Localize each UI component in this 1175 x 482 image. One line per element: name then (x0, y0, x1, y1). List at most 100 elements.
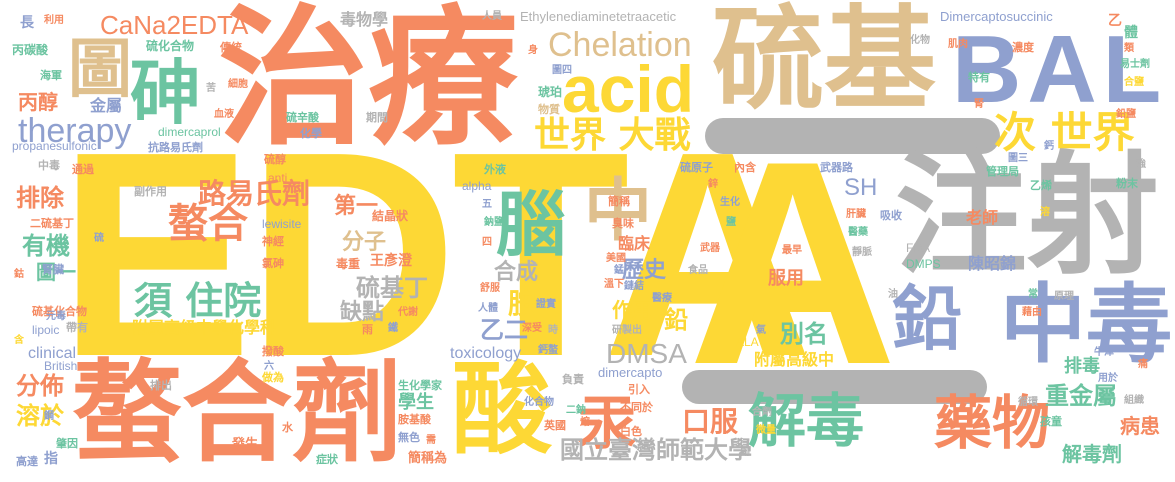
word-small-54: 肝臟 (846, 209, 866, 220)
word-sh: SH (844, 174, 878, 201)
word-small-50: 武器 (700, 243, 720, 254)
word-small-65: 舒服 (480, 283, 500, 294)
word-small-8: 化學 (300, 127, 322, 140)
word-fuyong: 服用 (768, 268, 804, 289)
word-small-31: 胺基酸 (398, 413, 431, 426)
word-small-100: 鋅 (708, 179, 718, 190)
word-small-18: 氯砷 (262, 257, 284, 270)
word-small-122: 需 (426, 435, 436, 446)
word-small-89: 化物 (910, 35, 930, 46)
word-therapy: therapy (18, 112, 132, 150)
word-small-64: 人體 (478, 303, 498, 314)
word-small-51: 最早 (782, 245, 802, 256)
word-small-17: 神經 (262, 235, 284, 248)
word-small-5: 琥珀 (538, 85, 563, 99)
word-wangyancheng: 王彥澄 (370, 253, 412, 269)
word-alpha: alpha (462, 179, 492, 193)
word-small-111: 副 (740, 447, 750, 458)
word-small-11: 中毒 (38, 159, 60, 172)
word-small-91: 乙 (1108, 13, 1122, 29)
word-small-68: 代謝 (398, 307, 418, 318)
word-fushu-huaxueke: 附屬高級中學化學科 (132, 318, 277, 337)
word-small-82: 溶 (1040, 207, 1050, 218)
word-small-76: 循環 (1018, 397, 1038, 408)
word-small-102: 鈉鹽 (484, 217, 504, 228)
word-small-67: 鈣螯 (538, 345, 558, 356)
word-small-88: 肌肉 (948, 39, 968, 50)
word-small-78: 原理 (1054, 291, 1074, 302)
word-small-61: 簡稱 (608, 195, 630, 208)
word-small-118: 鈷 (14, 269, 24, 280)
word-duzhong: 毒重 (336, 257, 361, 271)
word-small-103: 四 (482, 237, 492, 248)
word-small-86: 腎 (974, 99, 984, 110)
word-small-74: 組織 (1124, 395, 1144, 406)
word-small-52: 靜脈 (852, 247, 872, 258)
word-small-56: 乙烯 (1030, 179, 1052, 192)
word-small-75: 孩童 (1040, 415, 1062, 428)
word-small-39: 指 (44, 451, 58, 467)
word-small-27: 引入 (628, 383, 650, 396)
word-a: A (688, 101, 898, 425)
word-small-81: 粉末 (1116, 177, 1138, 190)
word-chenzhaojin: 陳昭錦 (968, 254, 1017, 273)
word-small-6: 物質 (538, 103, 560, 116)
word-small-66: 深受 (522, 323, 542, 334)
word-small-59: 內含 (734, 161, 756, 174)
word-suan: 酸 (452, 351, 552, 468)
word-a-bar-bottom (682, 370, 987, 404)
word-small-25: 生化學家 (398, 379, 442, 392)
word-small-85: 圖三 (1008, 153, 1028, 164)
word-bal: BAL (952, 16, 1168, 123)
word-small-84: 強 (1136, 159, 1146, 170)
word-chelation: Chelation (548, 26, 692, 64)
word-small-44: 證實 (536, 299, 556, 310)
word-small-48: 美國 (606, 253, 626, 264)
word-small-69: 鐵 (388, 323, 398, 334)
word-aohe-ji: 螯合劑 (72, 349, 402, 477)
word-bingshuan: 病患 (1120, 414, 1160, 438)
word-hecheng: 合成 (494, 260, 539, 285)
word-small-15: 二硫基丁 (30, 217, 74, 230)
word-small-115: 苦 (206, 83, 216, 94)
word-luyishiji: 路易氏劑 (198, 177, 311, 210)
word-paidu: 排毒 (1064, 356, 1100, 377)
word-small-87: 特有 (968, 71, 990, 84)
word-ntnu: 國立臺灣師範大學 (560, 436, 752, 464)
word-small-106: 氣 (756, 325, 766, 336)
word-nao: 腦 (496, 184, 566, 266)
word-small-1: 硫化合物 (146, 39, 195, 53)
word-small-12: 通過 (72, 163, 94, 176)
word-small-28: 不同於 (620, 401, 653, 414)
word-small-42: 溫下 (604, 279, 624, 290)
word-small-104: 錳 (614, 265, 624, 276)
word-jinshu: 金屬 (90, 96, 123, 115)
word-small-7: 硫辛酸 (286, 111, 319, 124)
word-liuji: 硫基 (712, 0, 936, 125)
word-small-108: 熔 (580, 417, 590, 428)
word-small-21: 帶有 (66, 321, 88, 334)
word-ci-shijie: 次 世界 (994, 108, 1135, 157)
word-dimercaprol: dimercaprol (158, 125, 221, 139)
word-quedian: 缺點 (340, 300, 385, 325)
word-ethylenediaminetetraacetic: Ethylenediaminetetraacetic (520, 9, 677, 24)
word-koufu: 口服 (682, 405, 739, 438)
word-zhiliao: 治療 (218, 0, 519, 166)
word-shijie-dazhan: 世界 大戰 (534, 115, 691, 156)
word-linchuang: 臨床 (618, 234, 651, 253)
word-zhong: 中 (584, 172, 653, 251)
word-yier: 乙二 (480, 316, 528, 344)
word-tuyi: 圖一 (36, 260, 76, 284)
word-small-93: 類 (1124, 43, 1134, 54)
word-small-101: 五 (482, 199, 492, 210)
word-small-114: 血液 (214, 109, 234, 120)
word-fushu-gaojizhong: 附屬高級中 (754, 350, 835, 369)
word-small-107: 時 (548, 325, 558, 336)
word-british: British (44, 359, 78, 373)
word-yaowu: 藥物 (934, 389, 1051, 457)
word-small-16: 腎臟 (42, 263, 64, 276)
word-small-97: 身 (528, 45, 538, 56)
word-small-83: 鈣 (1044, 141, 1054, 152)
word-laoshi: 老師 (966, 208, 999, 227)
